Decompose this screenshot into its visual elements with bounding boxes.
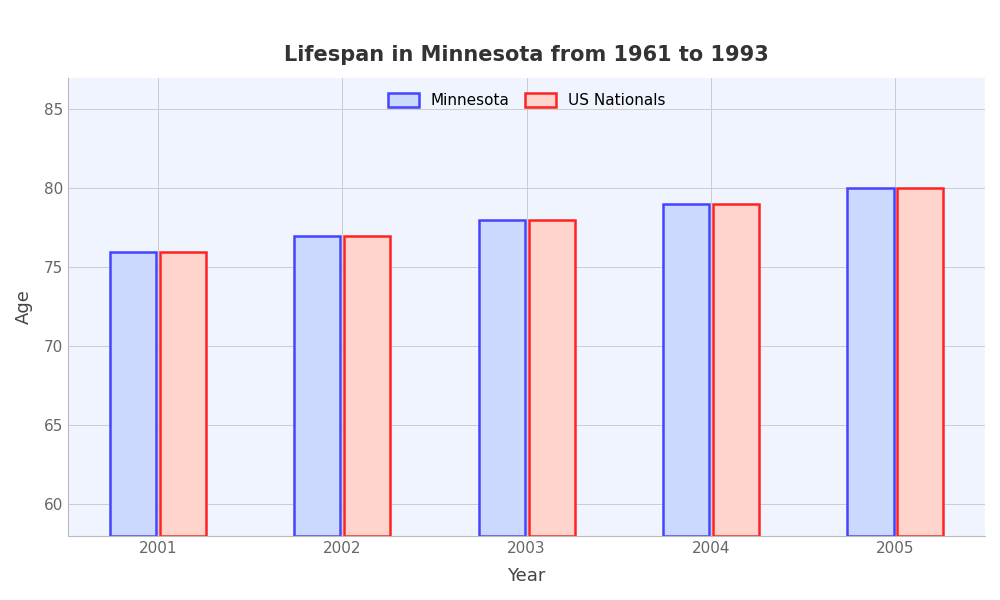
Bar [529, 220, 575, 536]
Legend: Minnesota, US Nationals: Minnesota, US Nationals [380, 85, 673, 116]
Bar [160, 251, 206, 536]
Bar [847, 188, 894, 536]
X-axis label: Year: Year [507, 567, 546, 585]
Bar [663, 204, 709, 536]
Bar [479, 220, 525, 536]
Title: Lifespan in Minnesota from 1961 to 1993: Lifespan in Minnesota from 1961 to 1993 [284, 45, 769, 65]
Y-axis label: Age: Age [15, 289, 33, 324]
Bar [713, 204, 759, 536]
Bar [294, 236, 340, 536]
Bar [897, 188, 943, 536]
Bar [110, 251, 156, 536]
Bar [344, 236, 390, 536]
